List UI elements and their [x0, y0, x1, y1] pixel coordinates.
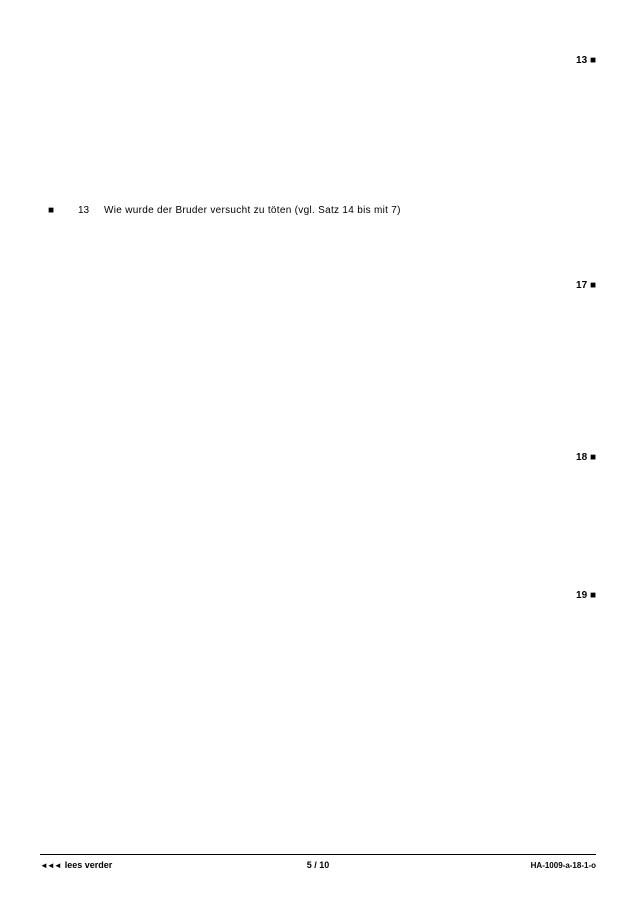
- page-indicator: 5 / 10: [307, 860, 330, 870]
- margin-marker-4: 19 ■: [576, 590, 596, 601]
- question-number: 13: [78, 205, 90, 216]
- exam-page: 13 ■ 17 ■ 18 ■ 19 ■ ■ 13 Wie wurde der B…: [0, 0, 636, 900]
- page-sep: /: [312, 860, 320, 870]
- margin-marker-3: 18 ■: [576, 452, 596, 463]
- continue-arrows-icon: ◄◄◄: [40, 861, 61, 870]
- footer-left: ◄◄◄ lees verder: [40, 860, 112, 870]
- question-text: Wie wurde der Bruder versucht zu töten (…: [104, 205, 576, 216]
- margin-marker-1: 13 ■: [576, 55, 596, 66]
- margin-marker-2: 17 ■: [576, 280, 596, 291]
- question-row: ■ 13 Wie wurde der Bruder versucht zu tö…: [48, 205, 576, 216]
- continue-label: lees verder: [65, 860, 113, 870]
- question-bullet: ■: [48, 205, 64, 216]
- document-id: HA-1009-a-18-1-o: [531, 861, 596, 870]
- page-footer: ◄◄◄ lees verder 5 / 10 HA-1009-a-18-1-o: [40, 854, 596, 870]
- page-total: 10: [319, 860, 329, 870]
